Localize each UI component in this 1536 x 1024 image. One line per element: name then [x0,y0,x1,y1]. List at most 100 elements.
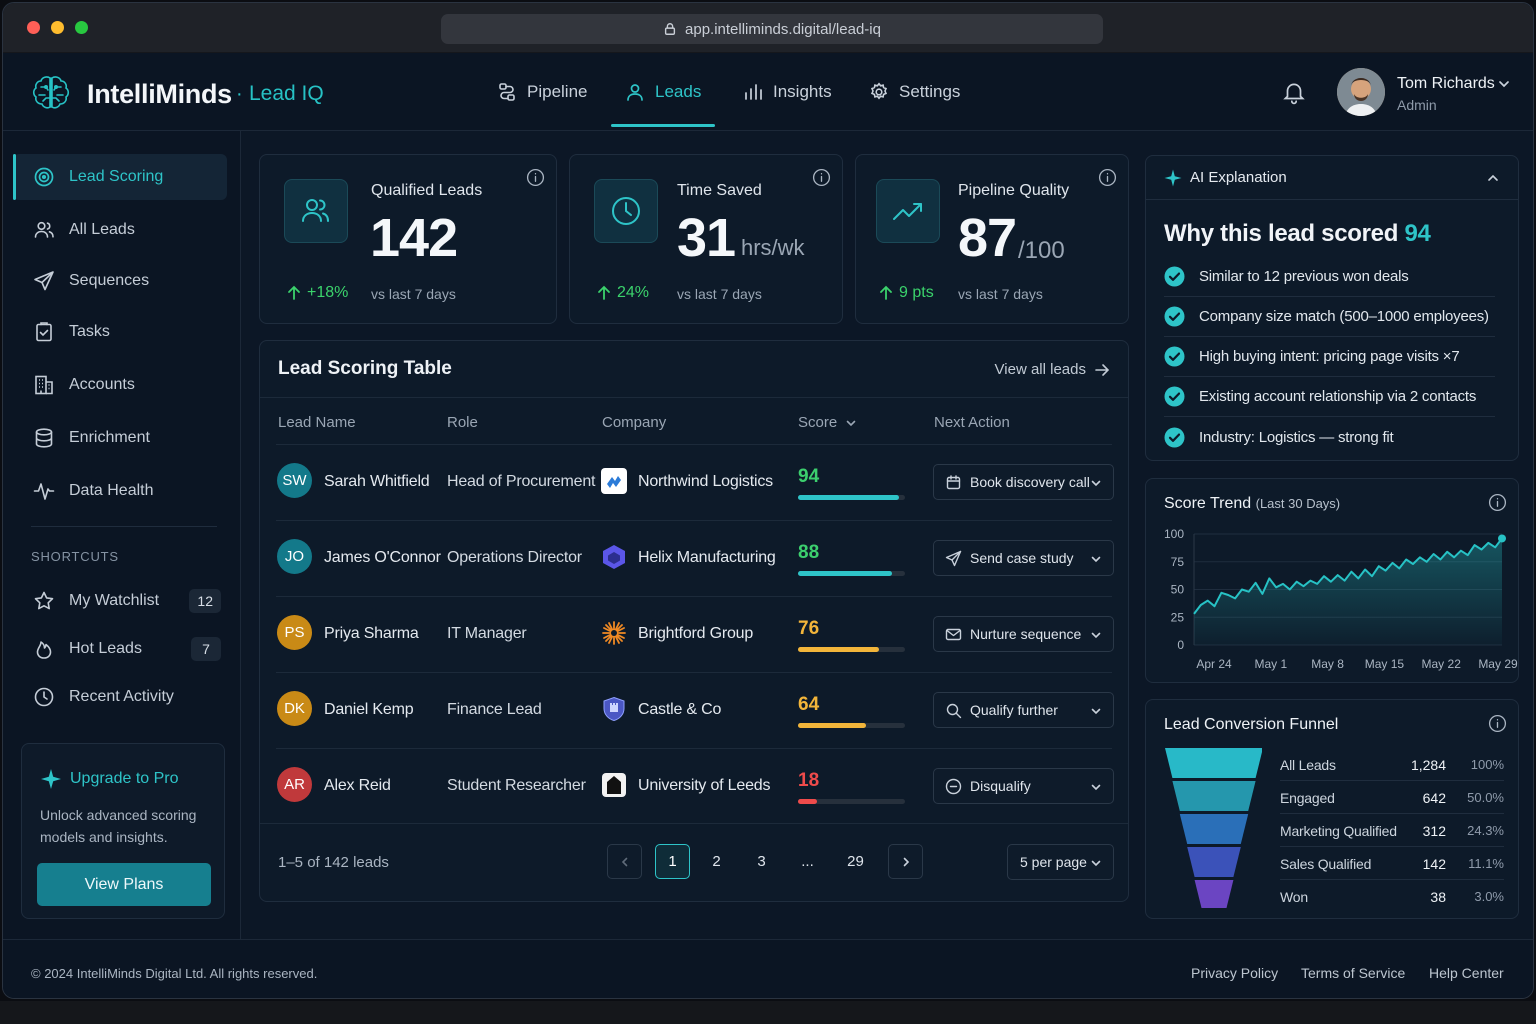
funnel-stage-row[interactable]: Sales Qualified 142 11.1% [1280,847,1504,880]
ai-explanation-title: Why this lead scored 94 [1164,220,1431,247]
lead-score: 18 [798,770,820,791]
sparkle-icon [41,769,61,789]
next-action-dropdown[interactable]: Qualify further [933,692,1114,728]
page-1-button[interactable]: 1 [655,844,690,879]
next-action-dropdown[interactable]: Disqualify [933,768,1114,804]
sidebar-item-hot-leads[interactable]: Hot Leads 7 [13,626,227,672]
table-row[interactable]: JO James O'Connor Operations Director Helix… [260,521,1128,597]
funnel-stage-count: 1,284 [1410,757,1446,773]
brand-name: IntelliMinds [87,79,232,109]
upgrade-title: Upgrade to Pro [70,770,179,787]
upgrade-card: Upgrade to Pro Unlock advanced scoring m… [21,743,225,919]
sidebar-item-sequences[interactable]: Sequences [13,258,227,304]
trend-area [1194,538,1502,645]
kpi-comparison: vs last 7 days [371,286,456,302]
reason-item: Existing account relationship via 2 cont… [1164,377,1495,417]
x-tick-label: Apr 24 [1196,657,1232,671]
table-row[interactable]: AR Alex Reid Student Researcher University … [260,749,1128,825]
lead-name[interactable]: Priya Sharma [324,625,419,642]
funnel-stage-row[interactable]: Won 38 3.0% [1280,880,1504,913]
lead-name[interactable]: Sarah Whitfield [324,473,430,490]
y-tick-label: 50 [1171,583,1185,597]
lead-company: Northwind Logistics [638,473,773,490]
minimize-window-button[interactable] [51,21,64,34]
funnel-segment[interactable] [1187,847,1241,877]
score-bar [798,495,905,500]
page-3-button[interactable]: 3 [757,853,766,870]
column-header-next-action[interactable]: Next Action [934,414,1010,431]
view-plans-button[interactable]: View Plans [37,863,211,906]
ai-explanation-header[interactable]: AI Explanation [1146,156,1518,200]
sidebar-item-tasks[interactable]: Tasks [13,309,227,355]
lead-name[interactable]: Daniel Kemp [324,701,414,718]
sidebar-item-data-health[interactable]: Data Health [13,468,227,514]
score-bar [798,647,905,652]
nav-pipeline[interactable]: Pipeline [497,53,588,131]
sidebar-item-enrichment[interactable]: Enrichment [13,415,227,461]
funnel-segment[interactable] [1165,748,1262,778]
page-2-button[interactable]: 2 [712,853,721,870]
sidebar-item-recent-activity[interactable]: Recent Activity [13,674,227,720]
next-page-button[interactable] [888,844,923,879]
next-action-dropdown[interactable]: Nurture sequence [933,616,1114,652]
next-action-dropdown[interactable]: Book discovery call [933,464,1114,500]
terms-of-service-link[interactable]: Terms of Service [1301,965,1406,981]
help-center-link[interactable]: Help Center [1429,965,1504,981]
brightford-logo [602,621,626,645]
column-header-lead-name[interactable]: Lead Name [278,414,356,431]
brain-logo-icon[interactable] [29,71,73,115]
funnel-stage-percent: 100% [1470,757,1504,772]
table-row[interactable]: DK Daniel Kemp Finance Lead Castle & Co 64 Qu… [260,673,1128,749]
close-window-button[interactable] [27,21,40,34]
lead-name[interactable]: Alex Reid [324,777,391,794]
notifications-bell-icon[interactable] [1281,79,1307,105]
table-row[interactable]: SW Sarah Whitfield Head of Procurement Nort… [260,445,1128,521]
nav-leads[interactable]: Leads [610,53,716,131]
info-icon[interactable] [526,168,545,187]
address-bar[interactable]: app.intelliminds.digital/lead-iq [441,14,1103,44]
per-page-select[interactable]: 5 per page [1007,844,1114,880]
funnel-segment[interactable] [1194,880,1234,908]
nav-settings[interactable]: Settings [869,53,960,131]
info-icon[interactable] [1488,714,1507,733]
lead-name[interactable]: James O'Connor [324,549,441,566]
view-all-leads-link[interactable]: View all leads [995,361,1110,378]
previous-page-button[interactable] [607,844,642,879]
privacy-policy-link[interactable]: Privacy Policy [1191,965,1279,981]
send-icon [34,271,54,291]
funnel-stage-row[interactable]: All Leads 1,284 100% [1280,748,1504,781]
page-29-button[interactable]: 29 [847,853,864,870]
chevron-up-icon[interactable] [1486,171,1500,185]
info-icon[interactable] [1098,168,1117,187]
sidebar-item-lead-scoring[interactable]: Lead Scoring [13,154,227,200]
column-header-company[interactable]: Company [602,414,667,431]
nav-insights[interactable]: Insights [743,53,832,131]
maximize-window-button[interactable] [75,21,88,34]
funnel-stage-row[interactable]: Engaged 642 50.0% [1280,781,1504,814]
sidebar-item-my-watchlist[interactable]: My Watchlist 12 [13,578,227,624]
table-row[interactable]: PS Priya Sharma IT Manager Brightford Group… [260,597,1128,673]
explained-score: 94 [1404,220,1431,247]
funnel-stage-label: Engaged [1280,790,1335,806]
info-icon[interactable] [812,168,831,187]
user-avatar[interactable] [1337,68,1385,116]
pagination-info: 1–5 of 142 leads [278,854,389,871]
column-header-score[interactable]: Score [798,414,857,431]
column-header-role[interactable]: Role [447,414,478,431]
funnel-stage-row[interactable]: Marketing Qualified 312 24.3% [1280,814,1504,847]
sidebar-item-accounts[interactable]: Accounts [13,362,227,408]
funnel-segment[interactable] [1172,781,1256,811]
trend-endpoint[interactable] [1498,534,1506,543]
chevron-down-icon[interactable] [1497,77,1511,91]
lead-company: Brightford Group [638,625,754,642]
funnel-stage-label: Won [1280,889,1308,905]
next-action-dropdown[interactable]: Send case study [933,540,1114,576]
minus-circle-icon [945,778,962,794]
info-icon[interactable] [1488,493,1507,512]
funnel-title: Lead Conversion Funnel [1164,716,1339,733]
sidebar-item-all-leads[interactable]: All Leads [13,207,227,253]
kpi-comparison: vs last 7 days [677,286,762,302]
upgrade-description: Unlock advanced scoring models and insig… [40,807,197,845]
user-name[interactable]: Tom Richards [1397,75,1495,92]
funnel-segment[interactable] [1179,814,1249,844]
